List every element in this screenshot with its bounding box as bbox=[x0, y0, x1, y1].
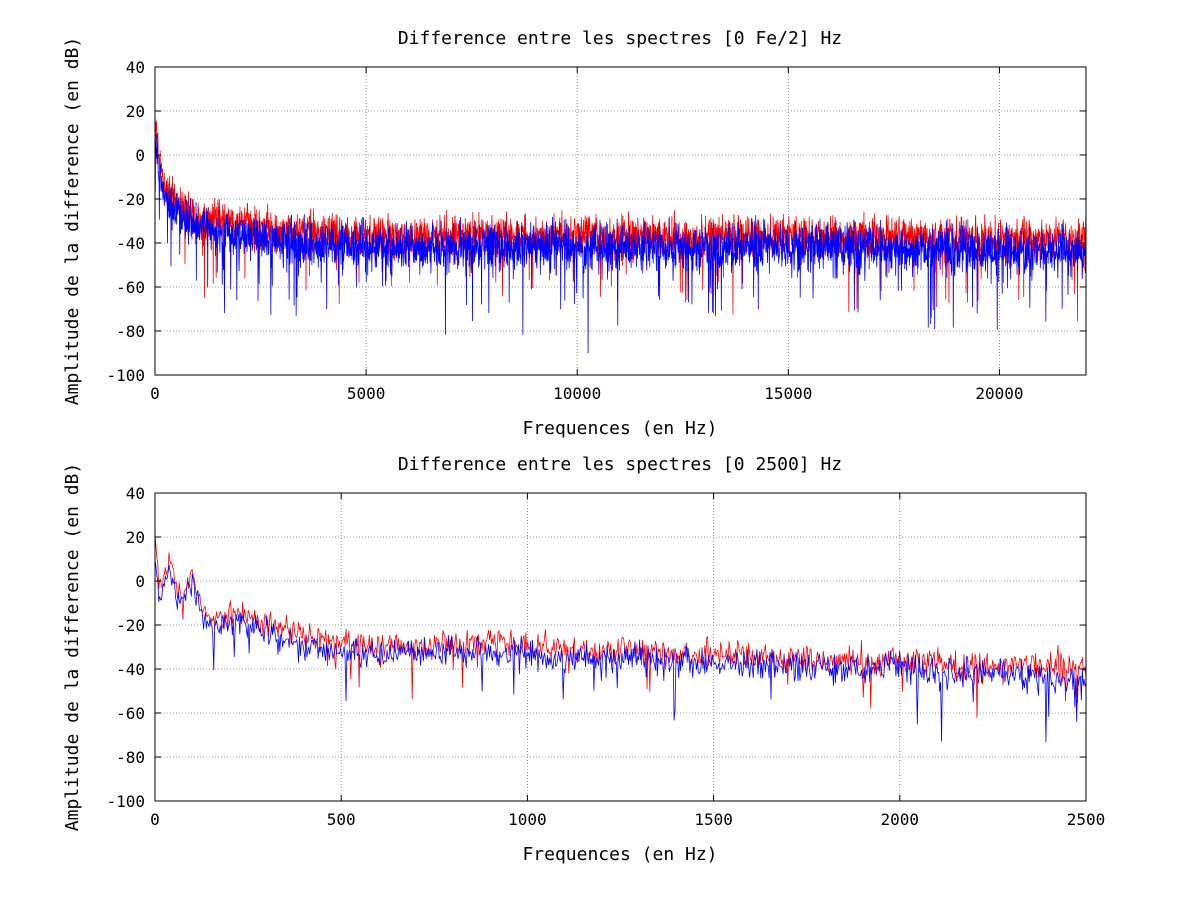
top-plot-x-tick-label: 10000 bbox=[553, 384, 601, 403]
bottom-plot-series-line-1 bbox=[154, 533, 1087, 718]
bottom-plot-ticks: 0 500 1000 1500 2000 2500 -100 -80 -60 -40 -20 0 20 4… bbox=[106, 484, 1105, 829]
top-plot-x-tick-label: 20000 bbox=[975, 384, 1023, 403]
top-plot-y-tick-label: -80 bbox=[116, 322, 145, 341]
top-plot-series-line-2 bbox=[154, 128, 1087, 354]
top-plot-x-tick-label: 5000 bbox=[347, 384, 386, 403]
bottom-plot-x-tick-label: 1500 bbox=[694, 810, 733, 829]
top-plot-x-axis-label: Frequences (en Hz) bbox=[522, 418, 717, 439]
bottom-plot-series bbox=[154, 533, 1087, 743]
top-plot-y-tick-label: -100 bbox=[106, 366, 145, 385]
top-plot-y-tick-label: 0 bbox=[135, 146, 145, 165]
top-plot-ticks: 0 5000 10000 15000 20000 -100 -80 -60 -40 -20 0 20 4… bbox=[106, 58, 1086, 403]
bottom-plot-y-tick-label: -100 bbox=[106, 792, 145, 811]
bottom-plot-y-tick-label: -80 bbox=[116, 748, 145, 767]
top-plot-axes-frame bbox=[154, 66, 1087, 376]
top-plot-y-tick-label: -60 bbox=[116, 278, 145, 297]
bottom-plot-x-tick-label: 1000 bbox=[508, 810, 547, 829]
bottom-plot-axes-frame bbox=[154, 492, 1087, 802]
bottom-plot-x-tick-label: 0 bbox=[150, 810, 160, 829]
bottom-plot-y-axis-label: Amplitude de la difference (en dB) bbox=[62, 463, 83, 831]
top-plot-y-axis-label: Amplitude de la difference (en dB) bbox=[62, 37, 83, 405]
bottom-plot-x-axis-label: Frequences (en Hz) bbox=[522, 844, 717, 865]
bottom-plot-y-tick-label: -20 bbox=[116, 616, 145, 635]
bottom-plot-title: Difference entre les spectres [0 2500] H… bbox=[398, 454, 842, 475]
bottom-plot-x-tick-label: 500 bbox=[327, 810, 356, 829]
top-plot-x-tick-label: 0 bbox=[150, 384, 160, 403]
top-plot-y-tick-label: 40 bbox=[126, 58, 145, 77]
bottom-plot-y-tick-label: -40 bbox=[116, 660, 145, 679]
top-plot-y-tick-label: -20 bbox=[116, 190, 145, 209]
bottom-plot-x-tick-label: 2000 bbox=[881, 810, 920, 829]
bottom-plot: Difference entre les spectres [0 2500] H… bbox=[62, 454, 1105, 865]
bottom-plot-series-line-2 bbox=[154, 559, 1087, 743]
top-plot: Difference entre les spectres [0 Fe/2] H… bbox=[62, 28, 1087, 439]
bottom-plot-y-tick-label: -60 bbox=[116, 704, 145, 723]
bottom-plot-y-tick-label: 20 bbox=[126, 528, 145, 547]
top-plot-x-tick-label: 15000 bbox=[764, 384, 812, 403]
bottom-plot-x-tick-label: 2500 bbox=[1067, 810, 1106, 829]
top-plot-title: Difference entre les spectres [0 Fe/2] H… bbox=[398, 28, 842, 49]
bottom-plot-y-tick-label: 40 bbox=[126, 484, 145, 503]
bottom-plot-y-tick-label: 0 bbox=[135, 572, 145, 591]
top-plot-y-tick-label: 20 bbox=[126, 102, 145, 121]
top-plot-series-line-1 bbox=[154, 112, 1087, 322]
top-plot-y-tick-label: -40 bbox=[116, 234, 145, 253]
top-plot-series bbox=[154, 112, 1087, 354]
